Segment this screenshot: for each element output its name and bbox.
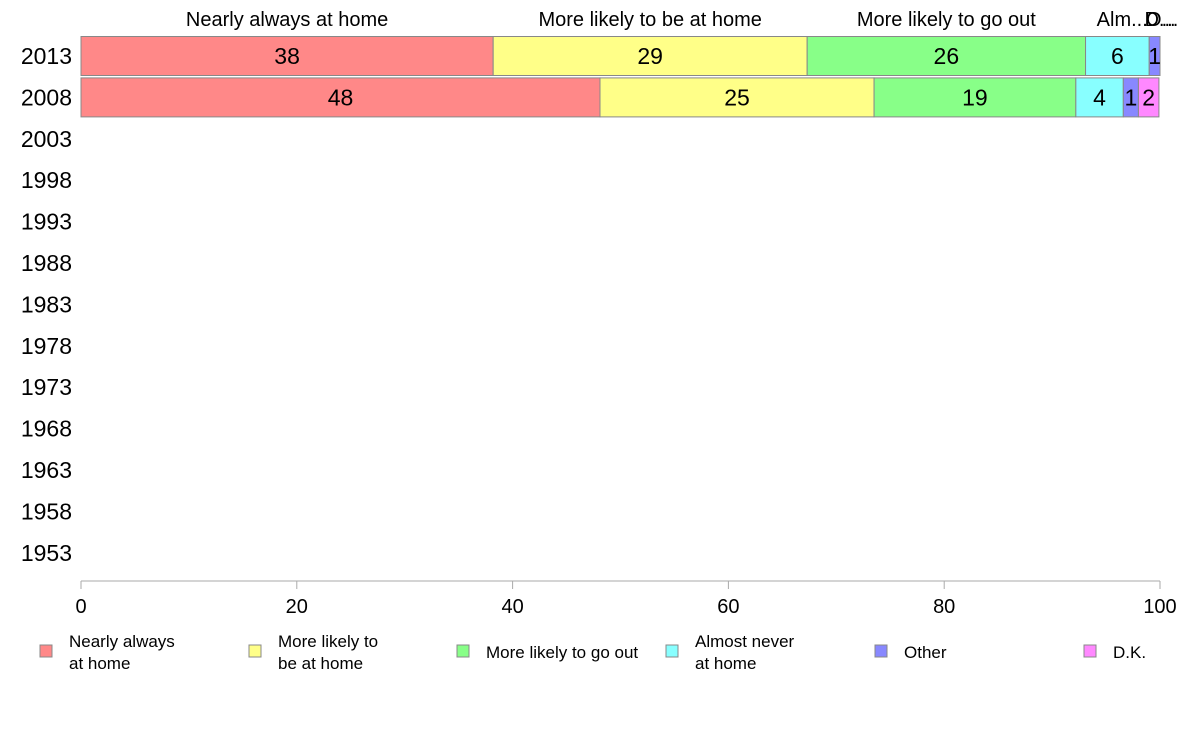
x-tick-label: 40 bbox=[501, 596, 523, 618]
x-tick-label: 80 bbox=[933, 596, 955, 618]
x-tick-label: 60 bbox=[717, 596, 739, 618]
legend-label: More likely to go out bbox=[486, 643, 638, 662]
year-label: 1983 bbox=[21, 291, 72, 317]
legend-label: Almost never bbox=[695, 632, 795, 651]
bar-segment bbox=[1075, 77, 1124, 118]
x-tick-label: 0 bbox=[75, 596, 86, 618]
legend-swatch bbox=[39, 644, 53, 658]
year-labels: 2013 2008 2003 1998 1993 1988 1983 1978 1973 1968… bbox=[21, 43, 72, 566]
legend-label: D.K. bbox=[1113, 643, 1146, 662]
category-header-label: More likely to be at home bbox=[538, 9, 761, 31]
x-axis: 0 20 40 60 80 100 bbox=[75, 580, 1177, 618]
legend-label: at home bbox=[69, 654, 130, 673]
bar-segment bbox=[599, 77, 875, 118]
bar-value-label: 48 bbox=[328, 84, 354, 110]
legend-label: at home bbox=[695, 654, 756, 673]
bar-segment bbox=[492, 36, 808, 76]
bar-value-label: 1 bbox=[1148, 43, 1161, 69]
legend-swatch bbox=[456, 644, 470, 658]
category-header-label: D... bbox=[1144, 9, 1175, 31]
bar-value-label: 6 bbox=[1111, 43, 1124, 69]
legend-swatch bbox=[874, 644, 888, 658]
legend-swatch bbox=[665, 644, 679, 658]
year-label: 2003 bbox=[21, 126, 72, 152]
x-tick-label: 100 bbox=[1143, 596, 1176, 618]
bar-value-label: 4 bbox=[1093, 84, 1106, 110]
year-label: 1968 bbox=[21, 416, 72, 442]
bar-segment bbox=[1148, 36, 1161, 76]
year-label: 2013 bbox=[21, 43, 72, 69]
bar-value-label: 38 bbox=[274, 43, 300, 69]
bar-value-label: 2 bbox=[1142, 84, 1155, 110]
legend-swatch bbox=[248, 644, 262, 658]
year-label: 1993 bbox=[21, 209, 72, 235]
bar-value-label: 25 bbox=[724, 84, 750, 110]
legend-swatch bbox=[1083, 644, 1097, 658]
category-header-label: O... bbox=[1146, 9, 1178, 31]
year-label: 1958 bbox=[21, 498, 72, 524]
bar-segment bbox=[80, 77, 601, 118]
year-label: 1973 bbox=[21, 374, 72, 400]
bar-value-label: 1 bbox=[1124, 84, 1137, 110]
legend-label: Other bbox=[904, 643, 947, 662]
bar-segment bbox=[873, 77, 1077, 118]
year-label: 1953 bbox=[21, 540, 72, 566]
bar-value-label: 19 bbox=[962, 84, 988, 110]
bar-segment bbox=[1137, 77, 1160, 118]
bar-value-label: 29 bbox=[637, 43, 663, 69]
legend-label: More likely to bbox=[278, 632, 378, 651]
bar-value-label: 26 bbox=[934, 43, 960, 69]
category-header-label: Nearly always at home bbox=[186, 9, 388, 31]
category-header-labels: Nearly always at home More likely to be a… bbox=[186, 9, 1178, 31]
year-label: 1963 bbox=[21, 457, 72, 483]
x-tick-label: 20 bbox=[286, 596, 308, 618]
category-header-label: Alm... bbox=[1097, 9, 1148, 31]
category-header-label: More likely to go out bbox=[857, 9, 1036, 31]
year-label: 1978 bbox=[21, 333, 72, 359]
year-label: 1988 bbox=[21, 250, 72, 276]
legend-label: be at home bbox=[278, 654, 363, 673]
legend-label: Nearly always bbox=[69, 632, 175, 651]
year-label: 1998 bbox=[21, 167, 72, 193]
bars: 38 29 26 6 148 25 19 4 1 2 bbox=[80, 36, 1161, 118]
legend: Nearly always at home More likely to be at … bbox=[39, 632, 1146, 673]
year-label: 2008 bbox=[21, 84, 72, 110]
